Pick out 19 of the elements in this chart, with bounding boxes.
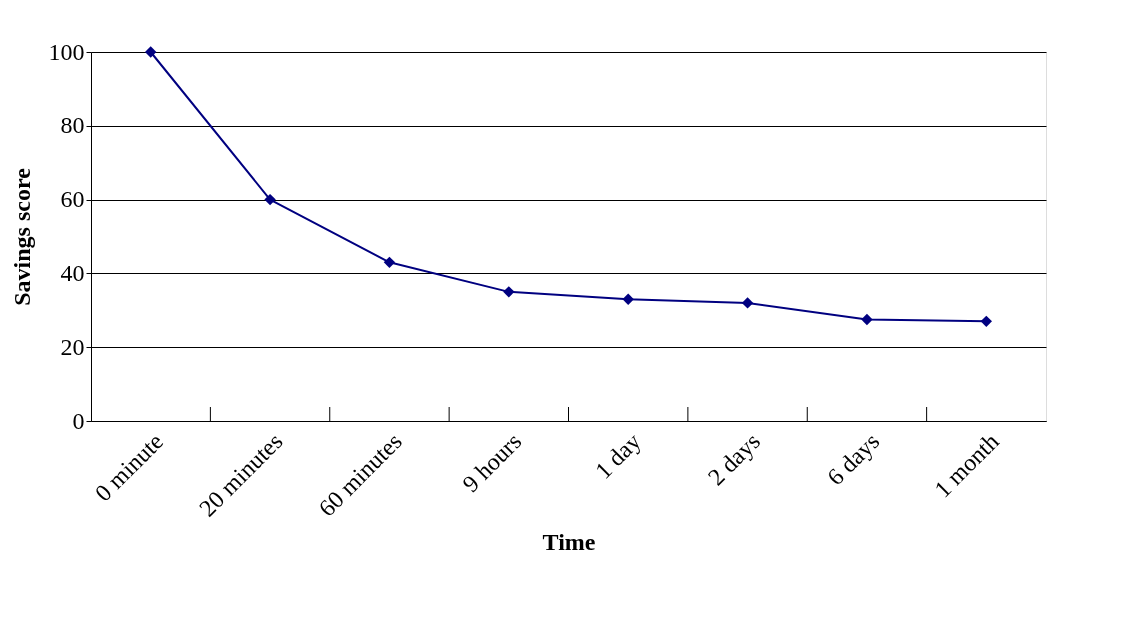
point <box>503 286 515 298</box>
point <box>144 46 157 58</box>
y-axis-title: Savings score <box>8 167 35 306</box>
y-tick-label: 40 <box>60 259 85 286</box>
y-tick-label: 60 <box>60 186 85 213</box>
y-tick-label: 20 <box>60 333 85 360</box>
point <box>383 256 396 269</box>
point <box>741 297 754 309</box>
x-axis-title: Time <box>542 529 596 556</box>
x-tick-label: 6 days <box>822 428 885 491</box>
x-tick-label: 1 day <box>590 428 646 484</box>
point <box>861 313 873 326</box>
point <box>980 315 993 328</box>
y-tick-label: 80 <box>60 112 85 139</box>
y-tick-label: 100 <box>48 38 85 65</box>
point <box>622 293 634 305</box>
x-tick-label: 2 days <box>702 428 766 491</box>
y-tick-label: 0 <box>72 407 85 434</box>
point <box>264 193 276 206</box>
